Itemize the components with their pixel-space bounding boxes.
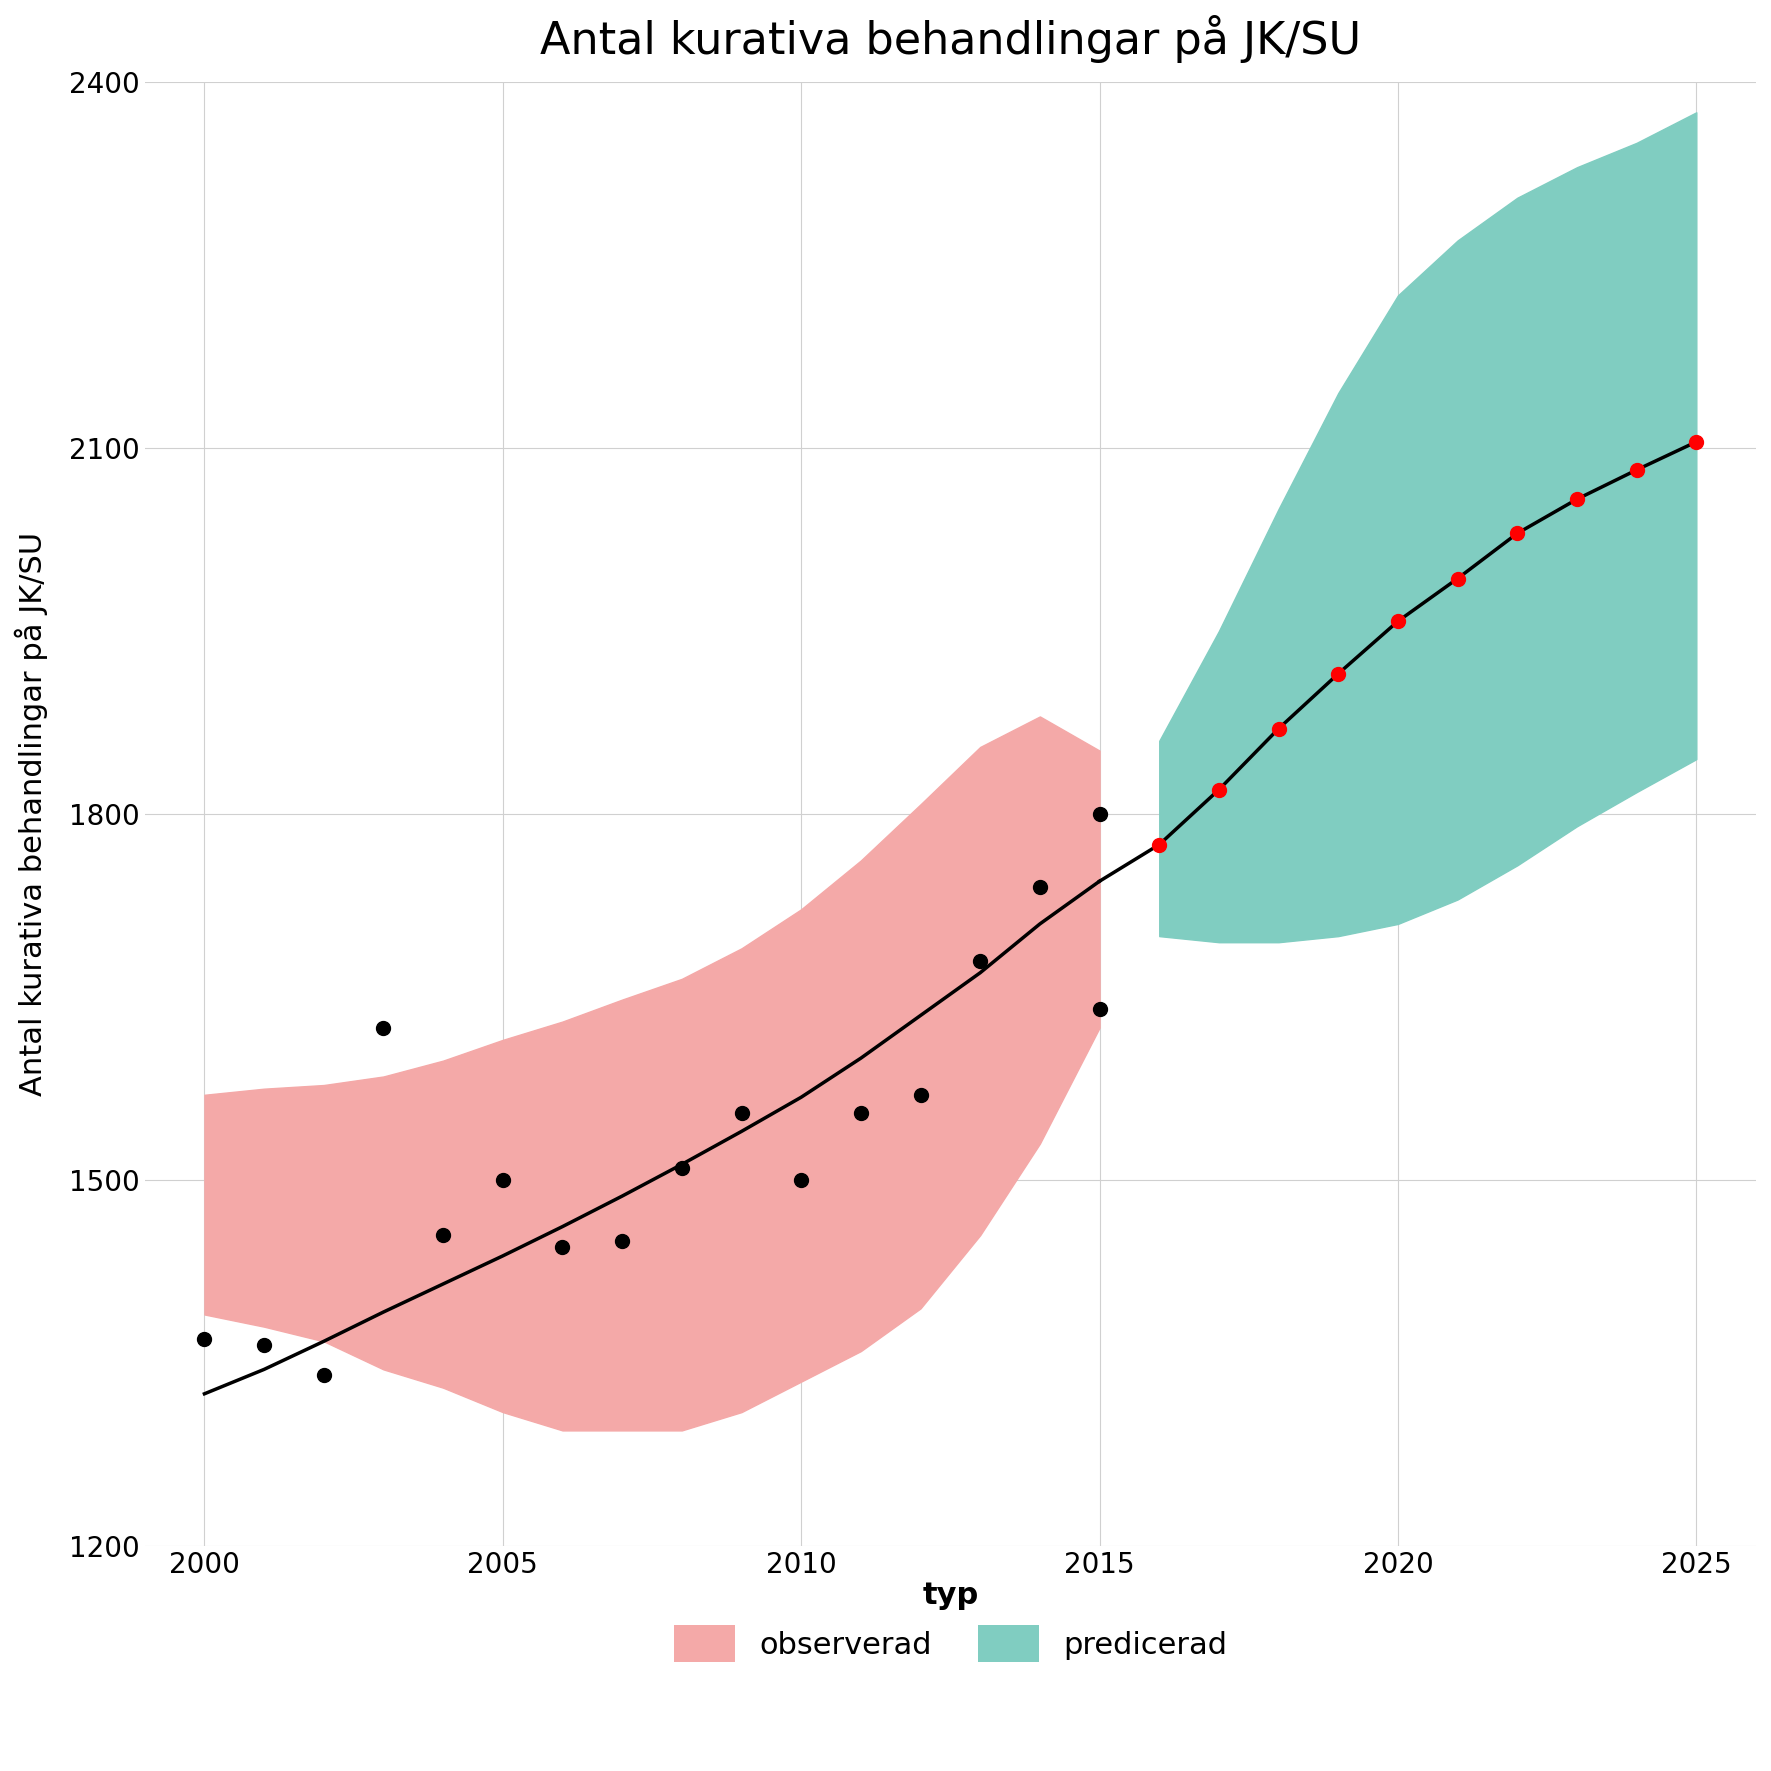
Point: [1622, 455, 1651, 483]
Point: [1025, 873, 1054, 901]
Point: [489, 1165, 517, 1194]
Point: [1086, 995, 1114, 1024]
Point: [310, 1362, 338, 1390]
Legend: observerad, predicerad: observerad, predicerad: [659, 1566, 1243, 1677]
Title: Antal kurativa behandlingar på JK/SU: Antal kurativa behandlingar på JK/SU: [540, 14, 1360, 64]
Point: [1383, 607, 1411, 636]
Point: [668, 1155, 696, 1183]
Point: [786, 1165, 815, 1194]
Point: [1562, 485, 1590, 514]
Point: [250, 1330, 278, 1358]
Y-axis label: Antal kurativa behandlingar på JK/SU: Antal kurativa behandlingar på JK/SU: [14, 531, 48, 1096]
Point: [965, 946, 994, 974]
Point: [1264, 714, 1293, 742]
Point: [1204, 776, 1233, 804]
Point: [549, 1233, 577, 1261]
Point: [1504, 519, 1532, 547]
Point: [607, 1227, 636, 1256]
Point: [907, 1080, 935, 1109]
Point: [370, 1013, 398, 1041]
Point: [847, 1100, 875, 1128]
Point: [189, 1325, 218, 1353]
Point: [728, 1100, 756, 1128]
Point: [1443, 565, 1472, 593]
Point: [1146, 831, 1174, 859]
Point: [1325, 659, 1353, 687]
Point: [1682, 427, 1711, 455]
Point: [429, 1220, 457, 1249]
Point: [1086, 800, 1114, 829]
